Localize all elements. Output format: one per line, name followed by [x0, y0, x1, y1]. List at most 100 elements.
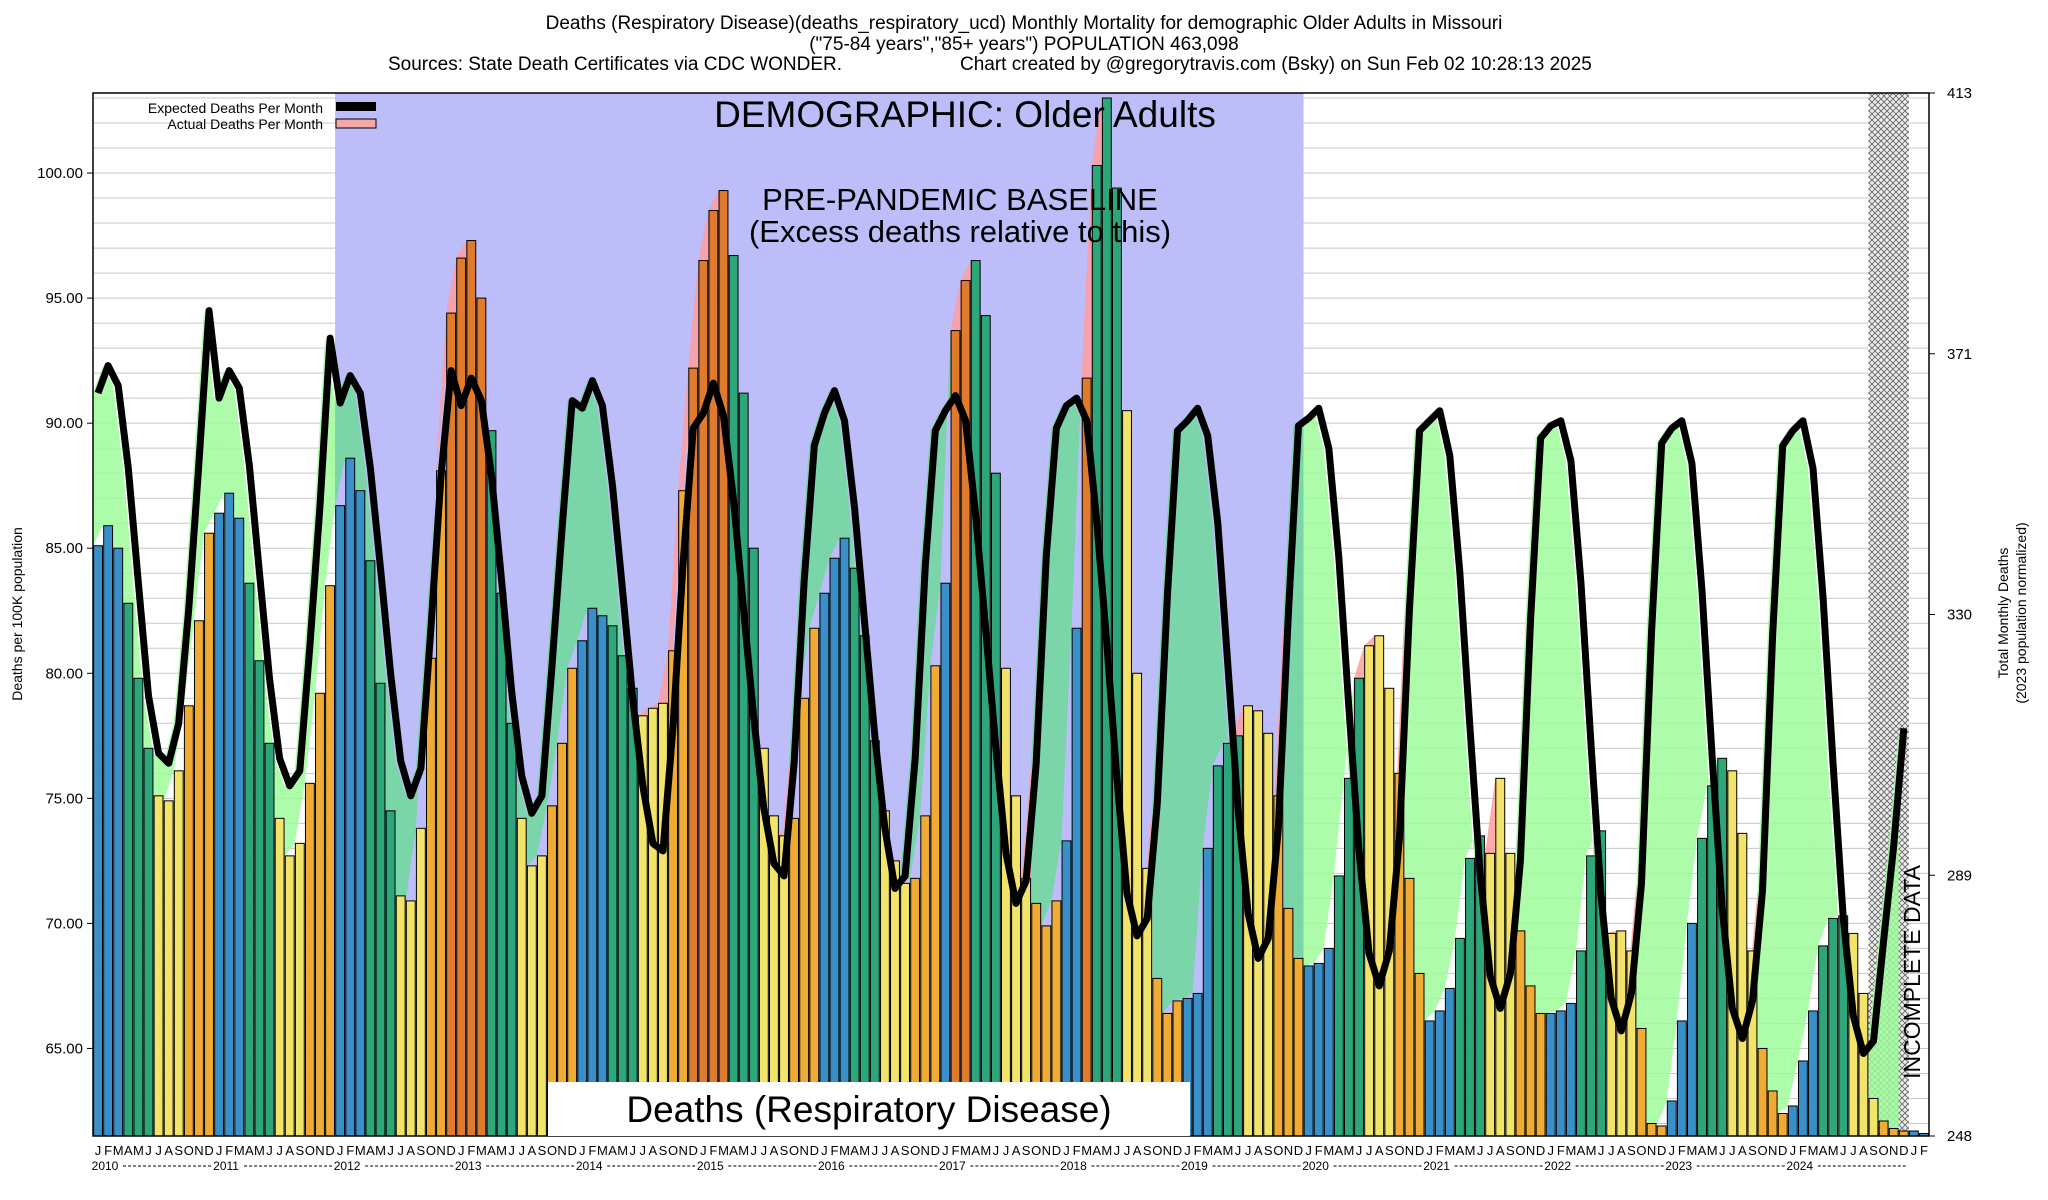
left-tick-label: 75.00: [45, 790, 83, 807]
diff-fill: [587, 380, 598, 616]
month-label: A: [164, 1143, 173, 1158]
year-label: 2018: [1060, 1159, 1087, 1173]
month-label: J: [882, 1143, 889, 1158]
diff-fill: [1666, 420, 1677, 1101]
month-label: J: [751, 1143, 758, 1158]
right-axis-label-2: (2023 population normalized): [2013, 522, 2029, 703]
month-label: O: [1152, 1143, 1162, 1158]
bar: [1454, 937, 1465, 1136]
bar: [587, 607, 598, 1136]
bar: [1888, 1127, 1899, 1136]
diff-fill: [405, 768, 416, 901]
month-label: A: [1213, 1143, 1222, 1158]
month-label: F: [1315, 1143, 1323, 1158]
year-label: 2022: [1544, 1159, 1571, 1173]
bar: [1787, 1105, 1798, 1136]
diff-fill: [1545, 420, 1556, 1014]
bar: [204, 532, 214, 1136]
month-label: M: [859, 1143, 870, 1158]
diff-fill: [1303, 408, 1314, 966]
month-label: F: [952, 1143, 960, 1158]
bar: [1031, 902, 1042, 1136]
diff-fill: [607, 485, 618, 656]
bar: [758, 747, 769, 1136]
month-label: A: [1133, 1143, 1142, 1158]
bar: [426, 657, 436, 1136]
month-label: N: [315, 1143, 324, 1158]
bar: [597, 615, 608, 1136]
bar: [1808, 1010, 1818, 1136]
bar: [1142, 867, 1153, 1136]
month-label: M: [254, 1143, 265, 1158]
month-label: N: [1526, 1143, 1535, 1158]
bar: [1283, 907, 1294, 1136]
bar: [950, 330, 961, 1136]
month-label: J: [1356, 1143, 1363, 1158]
month-label: N: [1647, 1143, 1656, 1158]
diff-fill: [819, 390, 830, 594]
bar: [980, 315, 991, 1136]
diff-fill: [1686, 463, 1697, 924]
month-label: J: [1729, 1143, 1736, 1158]
month-label: J: [1608, 1143, 1615, 1158]
bar: [1495, 777, 1506, 1136]
bar: [214, 512, 225, 1136]
bar: [133, 677, 144, 1136]
chart-title: Deaths (Respiratory Disease): [626, 1089, 1111, 1130]
month-label: M: [1081, 1143, 1092, 1158]
month-label: M: [738, 1143, 749, 1158]
bar: [910, 877, 921, 1136]
bar: [1001, 667, 1011, 1136]
bar: [607, 625, 618, 1136]
bar: [1061, 840, 1072, 1136]
bar: [819, 592, 830, 1136]
month-label: A: [1859, 1143, 1868, 1158]
bar: [1132, 672, 1143, 1136]
month-label: F: [1920, 1143, 1928, 1158]
month-label: N: [921, 1143, 930, 1158]
year-label: 2013: [455, 1159, 482, 1173]
month-label: S: [1869, 1143, 1878, 1158]
month-label: O: [1394, 1143, 1404, 1158]
bar: [1374, 635, 1385, 1136]
month-label: M: [839, 1143, 850, 1158]
month-label: S: [901, 1143, 910, 1158]
bar: [325, 585, 336, 1136]
month-label: M: [1344, 1143, 1355, 1158]
bar: [789, 817, 800, 1136]
month-label: N: [557, 1143, 566, 1158]
diff-fill: [1696, 590, 1708, 839]
bar: [1424, 1020, 1435, 1136]
month-label: J: [1114, 1143, 1121, 1158]
month-label: J: [700, 1143, 707, 1158]
month-label: J: [1305, 1143, 1312, 1158]
bar: [617, 655, 628, 1136]
left-tick-label: 80.00: [45, 665, 83, 682]
bar: [254, 660, 265, 1136]
month-label: M: [617, 1143, 628, 1158]
bar: [1535, 1012, 1546, 1136]
year-label: 2024: [1786, 1159, 1813, 1173]
month-label: S: [780, 1143, 789, 1158]
year-label: 2023: [1665, 1159, 1692, 1173]
bar: [779, 835, 789, 1136]
bar: [1828, 917, 1839, 1136]
bar: [163, 800, 174, 1136]
diff-fill: [1192, 408, 1203, 994]
bar: [960, 280, 971, 1136]
year-label: 2015: [697, 1159, 724, 1173]
month-label: M: [1222, 1143, 1233, 1158]
month-label: D: [204, 1143, 213, 1158]
bar: [668, 650, 678, 1136]
month-label: J: [508, 1143, 515, 1158]
bar: [1878, 1120, 1889, 1136]
month-label: J: [1477, 1143, 1484, 1158]
month-label: J: [579, 1143, 586, 1158]
month-label: F: [467, 1143, 475, 1158]
bar: [1515, 930, 1526, 1136]
diff-fill: [1424, 410, 1435, 1021]
month-label: J: [942, 1143, 949, 1158]
month-label: J: [518, 1143, 525, 1158]
legend: Expected Deaths Per Month Actual Deaths …: [148, 100, 377, 132]
